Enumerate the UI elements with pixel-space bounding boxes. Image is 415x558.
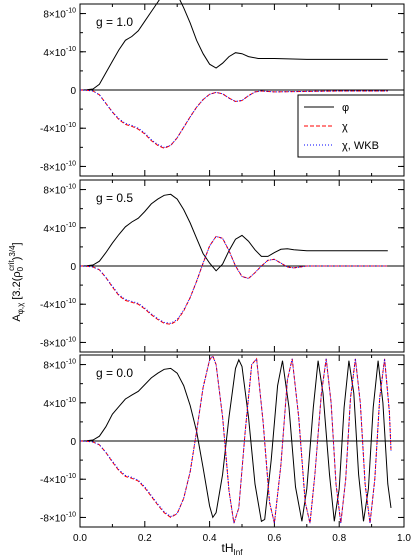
panel-label: g = 0.5 — [96, 191, 133, 205]
series-line-chi-wkb — [79, 355, 392, 524]
legend: φ χ χ, WKB — [297, 94, 405, 158]
x-tick-label: 0.6 — [267, 533, 281, 544]
y-tick-label: 8×10-10 — [43, 359, 76, 372]
y-tick-label: -8×10-10 — [40, 511, 76, 524]
legend-box — [297, 94, 405, 158]
series-line-phi — [79, 0, 388, 91]
y-tick-label: -8×10-10 — [40, 336, 76, 349]
series-line-phi — [79, 358, 392, 523]
x-axis-label: tHInf — [222, 541, 244, 557]
y-tick-label: 0 — [70, 86, 76, 97]
series-line-chi-wkb — [79, 89, 388, 148]
series-line-chi — [79, 235, 388, 325]
legend-label-chi: χ — [342, 121, 348, 133]
x-tick-label: 0.0 — [73, 533, 87, 544]
y-tick-label: 4×10-10 — [43, 222, 76, 235]
series-line-phi — [79, 193, 388, 272]
x-tick-label: 0.8 — [332, 533, 346, 544]
x-tick-label: 1.0 — [397, 533, 411, 544]
series-line-chi-wkb — [79, 235, 388, 324]
y-tick-label: -4×10-10 — [40, 122, 76, 135]
legend-label-chi-wkb: χ, WKB — [342, 140, 379, 152]
y-tick-label: 8×10-10 — [43, 184, 76, 197]
svg-text:Aφ,χ[3.2(ρ0crit)3/4]: Aφ,χ[3.2(ρ0crit)3/4] — [7, 242, 25, 321]
panel-label: g = 0.0 — [96, 366, 133, 380]
y-tick-label: -8×10-10 — [40, 160, 76, 173]
panel-label: g = 1.0 — [96, 15, 133, 29]
series-line-chi — [79, 355, 392, 524]
x-tick-label: 0.4 — [203, 533, 217, 544]
panel-2: -8×10-10 -4×10-10 0 4×10-10 8×10-10 g = 0.5 — [40, 179, 405, 353]
y-tick-label: 8×10-10 — [43, 8, 76, 21]
y-tick-label: 0 — [70, 262, 76, 273]
y-tick-label: 0 — [70, 437, 76, 448]
y-axis-label: Aφ,χ[3.2(ρ0crit)3/4] — [7, 242, 25, 321]
y-tick-label: -4×10-10 — [40, 298, 76, 311]
panels-group: -8×10-10 -4×10-10 0 4×10-10 8×10-10 g = 1.0 -8… — [40, 0, 411, 544]
panel-3: -8×10-10 -4×10-10 0 4×10-10 8×10-10 0.0 0.2 0.4… — [40, 354, 411, 544]
y-tick-label: 4×10-10 — [43, 46, 76, 59]
legend-label-phi: φ — [342, 102, 349, 114]
x-tick-label: 0.2 — [138, 533, 152, 544]
y-tick-label: 4×10-10 — [43, 397, 76, 410]
y-tick-label: -4×10-10 — [40, 473, 76, 486]
